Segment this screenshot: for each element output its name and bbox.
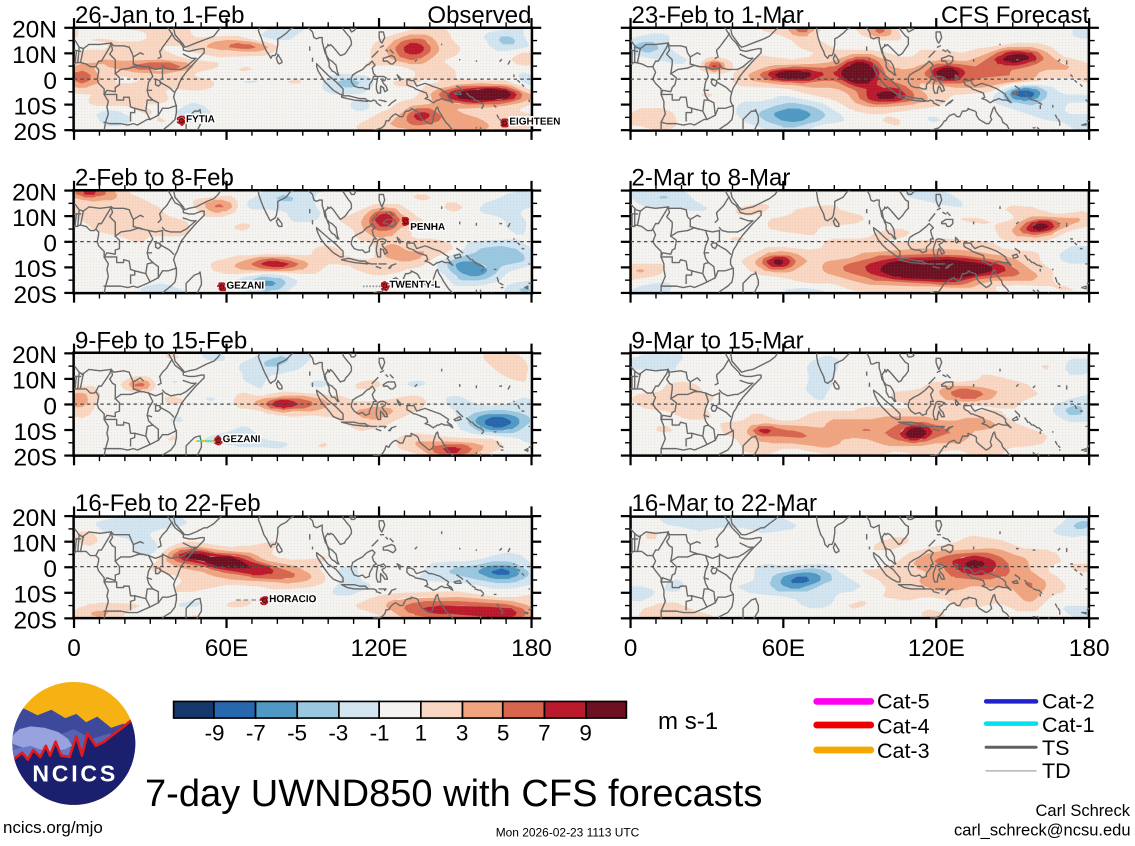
svg-text:23-Feb to 1-Mar: 23-Feb to 1-Mar <box>632 2 804 29</box>
svg-text:-9: -9 <box>205 721 225 746</box>
svg-text:Observed: Observed <box>427 2 531 29</box>
svg-text:10N: 10N <box>12 368 57 395</box>
svg-text:0: 0 <box>43 68 57 95</box>
svg-text:9-Mar to 15-Mar: 9-Mar to 15-Mar <box>632 327 804 354</box>
svg-text:carl_schreck@ncsu.edu: carl_schreck@ncsu.edu <box>954 821 1131 840</box>
svg-text:16-Feb to 22-Feb: 16-Feb to 22-Feb <box>75 490 261 517</box>
svg-text:120E: 120E <box>350 635 407 662</box>
svg-text:60E: 60E <box>205 635 248 662</box>
svg-text:Carl Schreck: Carl Schreck <box>1035 801 1130 820</box>
svg-text:0: 0 <box>624 635 638 662</box>
svg-text:20S: 20S <box>13 282 56 309</box>
svg-text:-7: -7 <box>246 721 266 746</box>
svg-text:0: 0 <box>67 635 81 662</box>
svg-text:-1: -1 <box>370 721 390 746</box>
svg-text:m s-1: m s-1 <box>658 708 718 735</box>
svg-text:Cat-5: Cat-5 <box>877 690 930 714</box>
svg-text:CFS Forecast: CFS Forecast <box>941 2 1089 29</box>
svg-text:16-Mar to 22-Mar: 16-Mar to 22-Mar <box>632 490 818 517</box>
svg-text:60E: 60E <box>762 635 805 662</box>
svg-text:Cat-2: Cat-2 <box>1042 690 1095 714</box>
svg-text:TS: TS <box>1042 736 1070 760</box>
svg-text:7: 7 <box>538 721 551 746</box>
svg-text:9-Feb to 15-Feb: 9-Feb to 15-Feb <box>75 327 247 354</box>
svg-text:26-Jan to 1-Feb: 26-Jan to 1-Feb <box>75 2 245 29</box>
svg-text:2-Feb to 8-Feb: 2-Feb to 8-Feb <box>75 165 234 192</box>
svg-text:C: C <box>52 760 69 786</box>
svg-text:C: C <box>80 760 97 786</box>
svg-text:1: 1 <box>415 721 428 746</box>
svg-text:180: 180 <box>511 635 552 662</box>
svg-text:TD: TD <box>1042 759 1071 783</box>
svg-text:20N: 20N <box>12 17 57 44</box>
svg-text:9: 9 <box>579 721 592 746</box>
svg-text:20N: 20N <box>12 179 57 206</box>
svg-text:Cat-4: Cat-4 <box>877 714 930 738</box>
svg-text:10S: 10S <box>13 93 56 120</box>
svg-text:10N: 10N <box>12 531 57 558</box>
svg-text:120E: 120E <box>908 635 965 662</box>
svg-text:5: 5 <box>497 721 510 746</box>
svg-text:20N: 20N <box>12 505 57 532</box>
svg-text:0: 0 <box>43 556 57 583</box>
svg-text:20N: 20N <box>12 342 57 369</box>
svg-text:20S: 20S <box>13 444 56 471</box>
svg-text:180: 180 <box>1069 635 1110 662</box>
svg-text:7-day UWND850 with CFS forecas: 7-day UWND850 with CFS forecasts <box>145 773 762 815</box>
svg-text:Mon 2026-02-23 1113 UTC: Mon 2026-02-23 1113 UTC <box>496 826 640 840</box>
svg-text:S: S <box>100 760 115 786</box>
svg-text:2-Mar to 8-Mar: 2-Mar to 8-Mar <box>632 165 791 192</box>
svg-text:-3: -3 <box>328 721 348 746</box>
svg-text:0: 0 <box>43 393 57 420</box>
svg-text:20S: 20S <box>13 607 56 634</box>
svg-text:10S: 10S <box>13 582 56 609</box>
svg-text:-5: -5 <box>287 721 307 746</box>
svg-text:Cat-1: Cat-1 <box>1042 713 1095 737</box>
svg-text:10N: 10N <box>12 42 57 69</box>
svg-text:I: I <box>71 760 77 786</box>
svg-text:N: N <box>32 760 49 786</box>
svg-text:ncics.org/mjo: ncics.org/mjo <box>3 818 103 837</box>
svg-text:10S: 10S <box>13 256 56 283</box>
svg-text:10N: 10N <box>12 205 57 232</box>
svg-text:20S: 20S <box>13 119 56 146</box>
svg-text:Cat-3: Cat-3 <box>877 739 930 763</box>
svg-text:3: 3 <box>456 721 469 746</box>
svg-text:10S: 10S <box>13 419 56 446</box>
svg-text:0: 0 <box>43 231 57 258</box>
